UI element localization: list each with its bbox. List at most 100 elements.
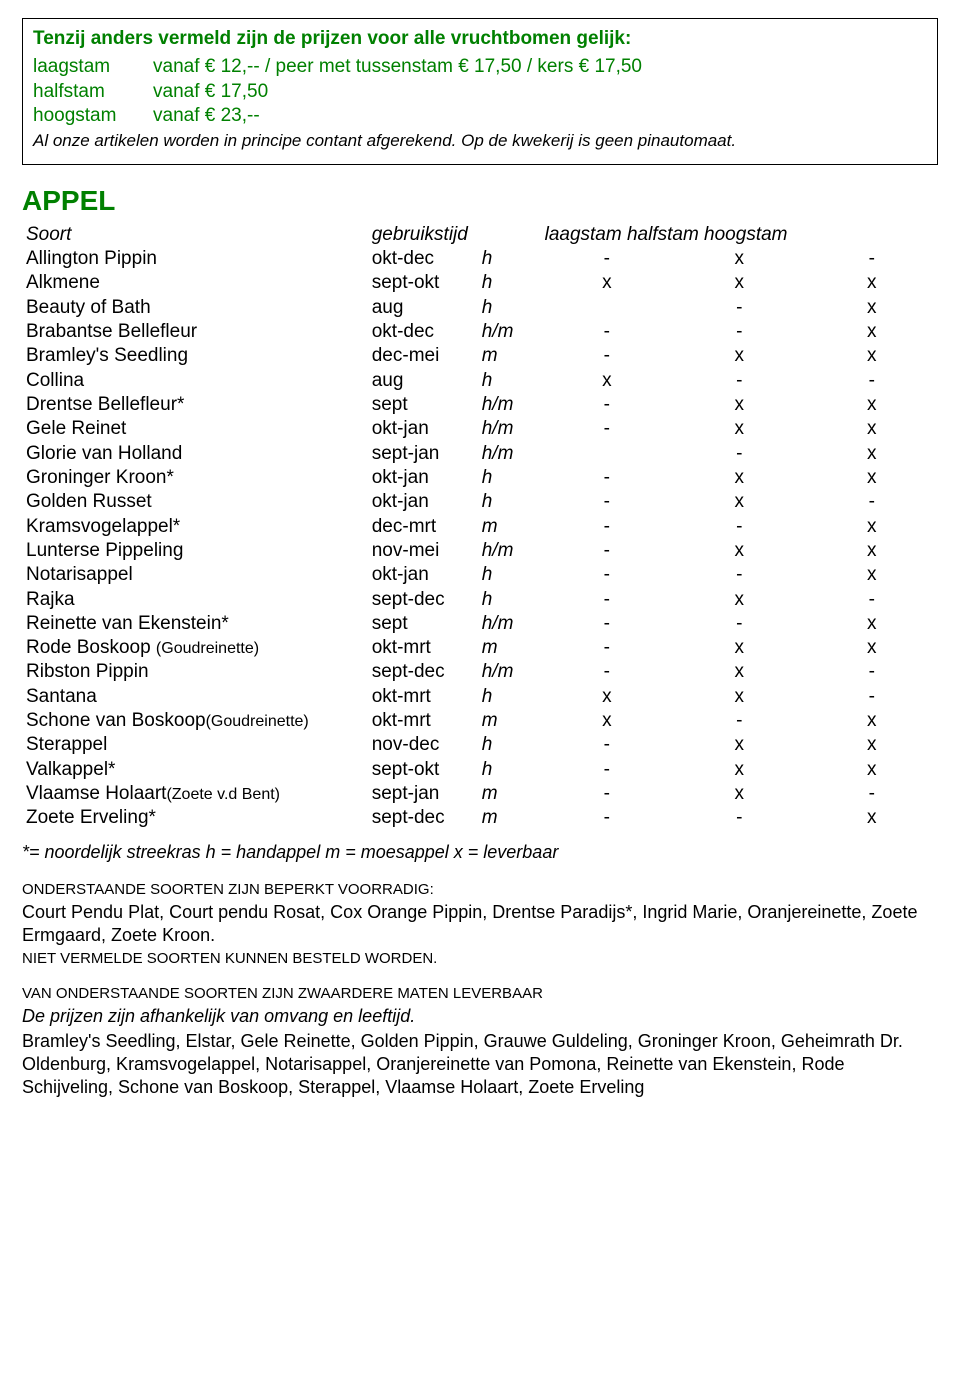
cell-halfstam: - [673, 612, 805, 636]
cell-name: Zoete Erveling* [22, 806, 368, 830]
cell-tijd: sept-dec [368, 806, 478, 830]
cell-laagstam: - [541, 612, 673, 636]
cell-name: Valkappel* [22, 758, 368, 782]
cell-taste: m [478, 515, 541, 539]
cell-laagstam: x [541, 369, 673, 393]
table-row: Groninger Kroon*okt-janh-xx [22, 466, 938, 490]
cell-laagstam: - [541, 588, 673, 612]
cell-hoogstam: x [806, 393, 939, 417]
cell-hoogstam: - [806, 369, 939, 393]
cell-tijd: okt-mrt [368, 636, 478, 660]
table-row: Alkmenesept-okthxxx [22, 271, 938, 295]
cell-hoogstam: x [806, 271, 939, 295]
cell-tijd: nov-dec [368, 733, 478, 757]
heavy-body: Bramley's Seedling, Elstar, Gele Reinett… [22, 1030, 938, 1099]
cell-taste: h/m [478, 442, 541, 466]
cell-hoogstam: x [806, 758, 939, 782]
cell-hoogstam: - [806, 782, 939, 806]
cell-hoogstam: - [806, 660, 939, 684]
table-row: Gele Reinetokt-janh/m-xx [22, 417, 938, 441]
cell-name: Kramsvogelappel* [22, 515, 368, 539]
cell-tijd: okt-dec [368, 320, 478, 344]
table-row: Kramsvogelappel*dec-mrtm--x [22, 515, 938, 539]
table-row: Glorie van Hollandsept-janh/m-x [22, 442, 938, 466]
cell-halfstam: - [673, 320, 805, 344]
cell-tijd: sept-okt [368, 758, 478, 782]
price-intro-box: Tenzij anders vermeld zijn de prijzen vo… [22, 18, 938, 165]
cell-halfstam: x [673, 733, 805, 757]
col-header-soort: Soort [22, 223, 368, 247]
cell-name: Drentse Bellefleur* [22, 393, 368, 417]
not-listed-note: NIET VERMELDE SOORTEN KUNNEN BESTELD WOR… [22, 949, 938, 968]
table-row: Zoete Erveling*sept-decm--x [22, 806, 938, 830]
cell-taste: m [478, 709, 541, 733]
cell-laagstam: - [541, 782, 673, 806]
cell-name: Glorie van Holland [22, 442, 368, 466]
cell-halfstam: x [673, 539, 805, 563]
cell-halfstam: - [673, 515, 805, 539]
cell-taste: h/m [478, 539, 541, 563]
cell-tijd: sept-dec [368, 660, 478, 684]
cell-hoogstam: x [806, 612, 939, 636]
cell-name: Golden Russet [22, 490, 368, 514]
cell-taste: h/m [478, 393, 541, 417]
cell-name: Allington Pippin [22, 247, 368, 271]
cell-hoogstam: x [806, 442, 939, 466]
cell-taste: h/m [478, 417, 541, 441]
cell-tijd: sept-jan [368, 442, 478, 466]
limited-title: ONDERSTAANDE SOORTEN ZIJN BEPERKT VOORRA… [22, 880, 938, 899]
cell-halfstam: x [673, 660, 805, 684]
cell-tijd: sept [368, 393, 478, 417]
cell-taste: h/m [478, 660, 541, 684]
col-header-gebruikstijd: gebruikstijd [368, 223, 541, 247]
cell-laagstam: - [541, 806, 673, 830]
cell-halfstam: x [673, 466, 805, 490]
cell-taste: h [478, 588, 541, 612]
intro-title: Tenzij anders vermeld zijn de prijzen vo… [33, 27, 927, 51]
cell-name: Bramley's Seedling [22, 344, 368, 368]
cell-hoogstam: x [806, 733, 939, 757]
table-row: Vlaamse Holaart(Zoete v.d Bent)sept-janm… [22, 782, 938, 806]
cell-hoogstam: x [806, 636, 939, 660]
cell-laagstam: - [541, 344, 673, 368]
cell-taste: h/m [478, 320, 541, 344]
cell-tijd: sept-jan [368, 782, 478, 806]
intro-note: Al onze artikelen worden in principe con… [33, 130, 927, 152]
cell-hoogstam: x [806, 417, 939, 441]
cell-taste: h [478, 563, 541, 587]
cell-laagstam: x [541, 709, 673, 733]
cell-taste: h [478, 490, 541, 514]
table-row: Sterappelnov-dech-xx [22, 733, 938, 757]
table-row: Lunterse Pippelingnov-meih/m-xx [22, 539, 938, 563]
cell-name: Rode Boskoop (Goudreinette) [22, 636, 368, 660]
cell-taste: h [478, 247, 541, 271]
cell-hoogstam: x [806, 320, 939, 344]
cell-taste: h [478, 296, 541, 320]
cell-hoogstam: x [806, 344, 939, 368]
cell-taste: h [478, 733, 541, 757]
cell-taste: m [478, 344, 541, 368]
cell-taste: m [478, 636, 541, 660]
section-title-appel: APPEL [22, 183, 938, 219]
cell-name: Lunterse Pippeling [22, 539, 368, 563]
cell-laagstam: - [541, 417, 673, 441]
table-row: Schone van Boskoop(Goudreinette)okt-mrtm… [22, 709, 938, 733]
cell-hoogstam: x [806, 563, 939, 587]
cell-halfstam: x [673, 588, 805, 612]
table-row: Collinaaughx-- [22, 369, 938, 393]
table-row: Santanaokt-mrthxx- [22, 685, 938, 709]
cell-taste: h/m [478, 612, 541, 636]
cell-halfstam: x [673, 344, 805, 368]
cell-halfstam: x [673, 636, 805, 660]
cell-name: Vlaamse Holaart(Zoete v.d Bent) [22, 782, 368, 806]
cell-name: Reinette van Ekenstein* [22, 612, 368, 636]
cell-halfstam: x [673, 758, 805, 782]
appel-table: Soortgebruikstijdlaagstam halfstam hoogs… [22, 223, 938, 831]
cell-name: Rajka [22, 588, 368, 612]
cell-name: Alkmene [22, 271, 368, 295]
col-header-stems: laagstam halfstam hoogstam [541, 223, 938, 247]
cell-name: Beauty of Bath [22, 296, 368, 320]
cell-laagstam: x [541, 271, 673, 295]
cell-taste: h [478, 466, 541, 490]
cell-halfstam: x [673, 393, 805, 417]
